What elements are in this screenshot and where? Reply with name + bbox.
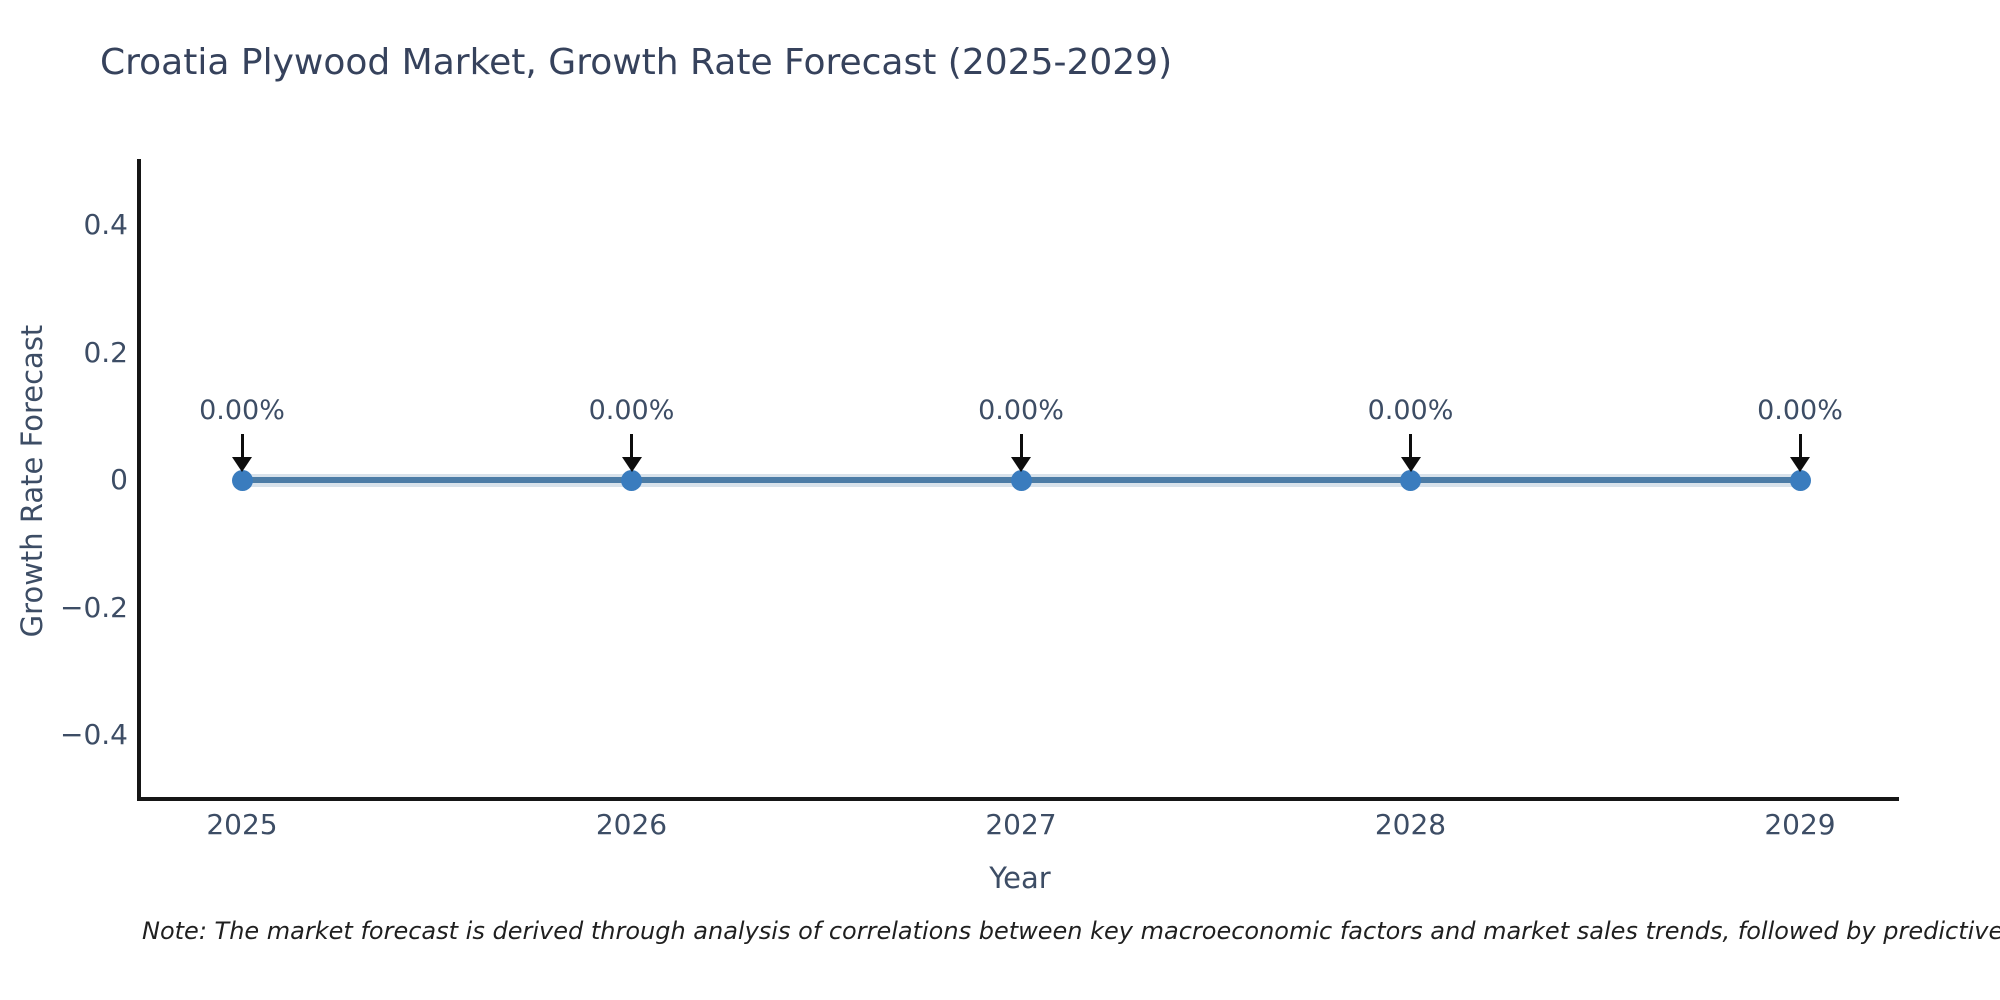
data-point-marker	[1790, 470, 1811, 491]
x-tick-label: 2027	[941, 808, 1101, 842]
annotation-arrow-head-icon	[232, 457, 252, 472]
data-point-marker	[1011, 470, 1032, 491]
x-tick-label: 2029	[1720, 808, 1880, 842]
data-point-marker	[232, 470, 253, 491]
data-point-marker	[1400, 470, 1421, 491]
annotation-arrow-head-icon	[1011, 457, 1031, 472]
data-point-label: 0.00%	[542, 394, 722, 428]
annotation-arrow-stem	[1799, 434, 1802, 458]
x-tick-label: 2028	[1331, 808, 1491, 842]
y-tick-label: 0.4	[0, 208, 128, 242]
annotation-arrow-stem	[630, 434, 633, 458]
annotation-arrow-head-icon	[1790, 457, 1810, 472]
note-text: Note: The market forecast is derived thr…	[142, 917, 2000, 945]
y-axis-spine	[137, 159, 141, 801]
chart-title: Croatia Plywood Market, Growth Rate Fore…	[100, 42, 1172, 83]
data-point-label: 0.00%	[1710, 394, 1890, 428]
data-point-label: 0.00%	[152, 394, 332, 428]
annotation-arrow-head-icon	[1401, 457, 1421, 472]
x-tick-label: 2026	[552, 808, 712, 842]
chart-canvas: Croatia Plywood Market, Growth Rate Fore…	[0, 0, 2000, 1000]
data-point-label: 0.00%	[1321, 394, 1501, 428]
data-point-marker	[621, 470, 642, 491]
x-axis-label: Year	[940, 861, 1100, 895]
annotation-arrow-head-icon	[622, 457, 642, 472]
x-axis-spine	[137, 797, 1899, 801]
annotation-arrow-stem	[241, 434, 244, 458]
annotation-arrow-stem	[1409, 434, 1412, 458]
x-tick-label: 2025	[162, 808, 322, 842]
y-axis-label: Growth Rate Forecast	[14, 321, 50, 641]
data-point-label: 0.00%	[931, 394, 1111, 428]
y-tick-label: −0.4	[0, 718, 128, 752]
annotation-arrow-stem	[1020, 434, 1023, 458]
